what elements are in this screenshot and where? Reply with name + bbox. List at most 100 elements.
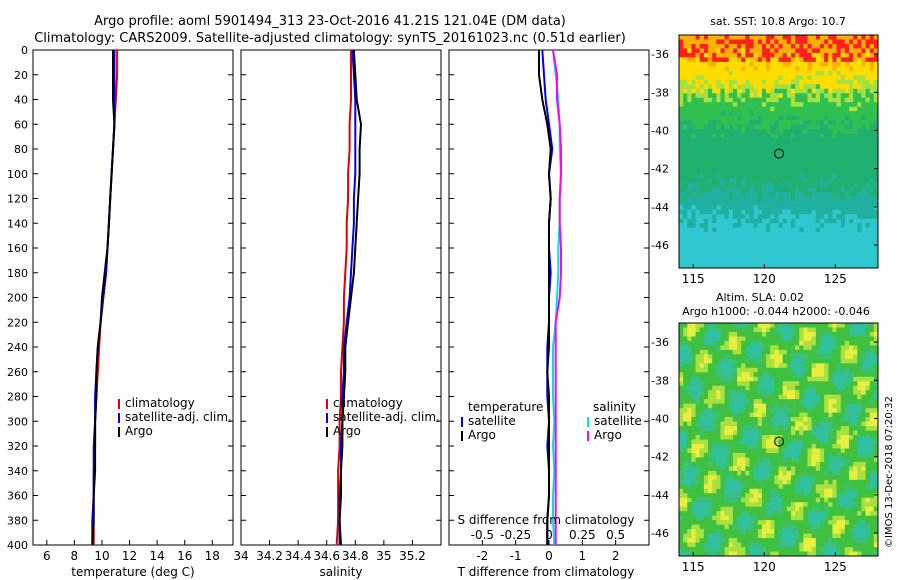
sst-map-cell bbox=[737, 169, 742, 175]
sla-map-cell bbox=[703, 488, 709, 494]
sst-map-cell bbox=[828, 241, 833, 246]
sst-map-cell bbox=[753, 232, 759, 238]
sla-map-cell bbox=[803, 426, 808, 431]
sst-map-cell bbox=[848, 70, 854, 76]
sla-map-cell bbox=[716, 399, 721, 405]
sla-map-cell bbox=[807, 435, 813, 440]
sst-map-cell bbox=[699, 151, 705, 157]
sst-map-cell bbox=[819, 48, 825, 54]
sla-map-cell bbox=[737, 336, 742, 342]
sla-map-cell bbox=[708, 524, 713, 530]
sst-map-cell bbox=[699, 223, 705, 229]
sst-map-cell bbox=[695, 84, 701, 90]
sst-map-cell bbox=[853, 236, 858, 242]
sst-map-cell bbox=[741, 227, 746, 233]
sla-map-cell bbox=[815, 403, 821, 409]
sst-map-cell bbox=[699, 182, 705, 188]
sst-map-cell bbox=[861, 79, 866, 85]
sst-map-cell bbox=[691, 48, 696, 54]
sla-map-cell bbox=[732, 390, 738, 396]
sla-map-cell bbox=[708, 439, 713, 445]
sla-map-cell bbox=[703, 349, 709, 355]
sst-map-cell bbox=[795, 57, 800, 63]
sst-map-cell bbox=[687, 209, 692, 215]
sst-map-cell bbox=[828, 214, 833, 220]
sla-map-cell bbox=[695, 412, 701, 418]
sst-map-cell bbox=[786, 142, 792, 148]
sla-map-cell bbox=[724, 493, 730, 499]
sst-map-cell bbox=[691, 169, 696, 175]
sst-map-cell bbox=[857, 61, 862, 67]
sst-map-cell bbox=[724, 115, 730, 121]
sla-map-cell bbox=[761, 515, 767, 521]
sla-map-cell bbox=[815, 381, 821, 387]
sla-map-cell bbox=[774, 349, 779, 355]
sla-map-cell bbox=[766, 448, 771, 454]
sst-map-cell bbox=[699, 250, 705, 255]
sst-map-cell bbox=[724, 173, 730, 179]
sst-map-cell bbox=[712, 200, 717, 206]
sla-map-cell bbox=[795, 327, 800, 333]
sst-map-cell bbox=[836, 142, 842, 148]
sst-map-cell bbox=[803, 57, 808, 63]
sla-map-cell bbox=[836, 475, 842, 481]
sla-map-cell bbox=[757, 520, 763, 526]
sla-map-cell bbox=[857, 331, 862, 337]
sst-map-cell bbox=[857, 164, 862, 170]
sst-map-cell bbox=[753, 241, 759, 246]
sst-map-cell bbox=[807, 111, 813, 117]
sst-map-cell bbox=[811, 178, 817, 184]
sla-map-cell bbox=[865, 354, 871, 360]
sla-map-cell bbox=[749, 475, 755, 481]
sla-map-cell bbox=[766, 381, 771, 387]
sst-map-cell bbox=[753, 155, 759, 161]
sla-map-cell bbox=[745, 515, 750, 521]
sst-map-cell bbox=[695, 93, 701, 99]
sla-map-cell bbox=[869, 511, 875, 517]
sla-map-cell bbox=[857, 506, 862, 512]
sla-map-cell bbox=[828, 435, 833, 440]
sst-map-cell bbox=[695, 52, 701, 58]
sla-map-cell bbox=[732, 479, 738, 485]
sst-map-cell bbox=[687, 39, 692, 45]
sst-map-cell bbox=[836, 173, 842, 179]
sla-map-cell bbox=[766, 399, 771, 405]
sst-map-cell bbox=[873, 196, 879, 202]
sst-map-cell bbox=[824, 57, 829, 63]
sst-map-cell bbox=[786, 106, 792, 112]
sst-map-cell bbox=[853, 259, 858, 264]
sst-map-cell bbox=[737, 61, 742, 67]
sst-map-cell bbox=[832, 160, 837, 166]
sst-map-cell bbox=[799, 178, 804, 184]
sla-map-cell bbox=[712, 385, 717, 391]
sst-map-cell bbox=[712, 75, 717, 81]
sla-map-cell bbox=[778, 327, 784, 333]
sst-map-cell bbox=[761, 169, 767, 175]
sst-map-cell bbox=[716, 164, 721, 170]
sla-map-cell bbox=[728, 430, 734, 436]
sla-map-cell bbox=[786, 430, 792, 436]
sla-map-cell bbox=[724, 435, 730, 440]
sst-map-cell bbox=[757, 52, 763, 58]
sst-map-cell bbox=[815, 178, 821, 184]
sla-map-cell bbox=[687, 385, 692, 391]
sst-map-cell bbox=[716, 138, 721, 143]
sla-map-cell bbox=[683, 529, 688, 534]
sst-map-cell bbox=[803, 93, 808, 99]
sla-map-cell bbox=[712, 466, 717, 472]
sla-map-cell bbox=[824, 367, 829, 373]
sla-map-cell bbox=[803, 340, 808, 346]
sst-map-cell bbox=[853, 245, 858, 251]
sst-map-cell bbox=[683, 241, 688, 246]
sla-map-cell bbox=[699, 331, 705, 337]
sla-map-cell bbox=[766, 340, 771, 346]
sst-map-cell bbox=[865, 79, 871, 85]
sst-map-cell bbox=[861, 93, 866, 99]
sla-map-cell bbox=[716, 403, 721, 409]
sst-map-cell bbox=[699, 66, 705, 72]
sla-map-cell bbox=[778, 488, 784, 494]
sst-map-cell bbox=[778, 263, 784, 269]
sla-map-cell bbox=[782, 403, 788, 409]
sla-map-cell bbox=[753, 331, 759, 337]
sla-map-cell bbox=[766, 461, 771, 467]
